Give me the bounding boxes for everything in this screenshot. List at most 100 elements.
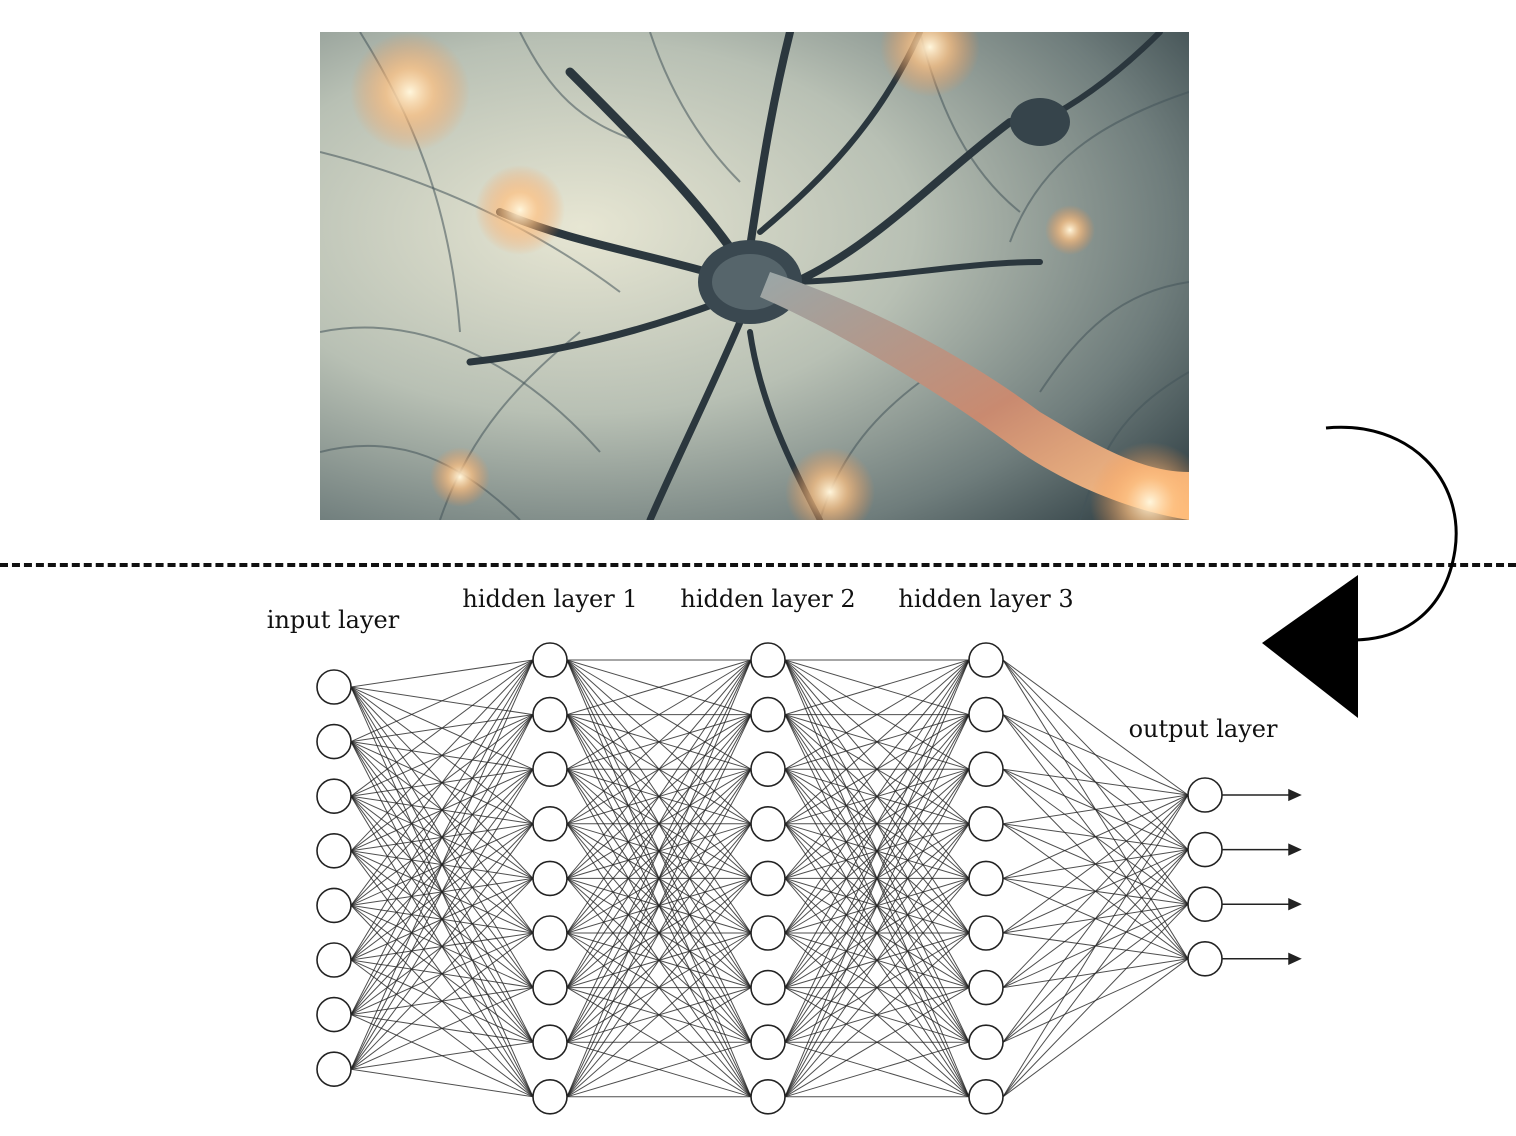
connection-line: [784, 659, 970, 879]
output-arrows: [1222, 788, 1302, 965]
connection-line: [566, 659, 752, 825]
neuron-node: [316, 723, 352, 760]
connection-line: [1002, 849, 1189, 1098]
connection-line: [784, 768, 970, 1098]
connection-line: [350, 659, 534, 797]
neuron-node: [750, 806, 786, 842]
connection-line: [566, 659, 752, 934]
neuron-node: [1187, 831, 1223, 868]
neuron-node: [316, 942, 352, 978]
connection-line: [1002, 659, 1189, 796]
connection-line: [350, 659, 534, 688]
neuron-node: [968, 1024, 1004, 1061]
connection-line: [566, 659, 752, 1043]
connection-line: [784, 987, 970, 1098]
connection-line: [784, 714, 970, 1098]
neuron-node: [750, 969, 786, 1006]
connection-line: [1002, 714, 1189, 796]
output-arrowhead: [1288, 788, 1302, 802]
neuron-node: [532, 642, 568, 678]
neuron-node: [532, 969, 568, 1006]
curved-arrow: [1262, 425, 1458, 718]
connection-line: [1002, 794, 1189, 934]
connection-line: [566, 932, 752, 1098]
connection-line: [566, 878, 752, 1098]
connection-line: [1002, 794, 1189, 825]
neuron-node: [532, 1078, 568, 1115]
dashed-divider: [0, 563, 1516, 567]
connection-line: [350, 823, 534, 1070]
output-arrowhead: [1288, 843, 1302, 856]
connection-line: [566, 659, 752, 770]
connection-line: [1002, 794, 1189, 1043]
connection-line: [350, 659, 534, 743]
neural-network-diagram: input layer hidden layer 1 hidden layer 2 h…: [267, 585, 1302, 1115]
neuron-node: [316, 832, 352, 869]
connection-line: [784, 878, 970, 1098]
neuron-node: [1187, 940, 1223, 977]
neuron-node: [968, 806, 1004, 842]
connection-line: [350, 878, 534, 1070]
connection-line: [350, 932, 534, 1070]
neuron-node: [750, 860, 786, 897]
arrowhead: [1262, 575, 1358, 718]
connection-line: [566, 659, 752, 988]
neuron-node: [316, 996, 352, 1033]
connection-line: [784, 823, 970, 1098]
neuron-node: [316, 669, 352, 705]
connection-line: [566, 659, 752, 716]
connection-line: [566, 823, 752, 1098]
neuron-node: [532, 1024, 568, 1061]
connection-line: [784, 1041, 970, 1098]
layer-label: input layer: [267, 606, 400, 634]
connection-line: [1002, 903, 1189, 1098]
neuron-node: [1187, 886, 1223, 923]
neuron-node: [968, 915, 1004, 951]
connection-line: [566, 1041, 752, 1098]
neuron-node: [532, 860, 568, 897]
neuron-node: [750, 1078, 786, 1115]
neuron-node: [750, 696, 786, 733]
neuron-node: [532, 806, 568, 842]
connection-line: [350, 659, 534, 906]
connection-line: [784, 932, 970, 1098]
neuron-node: [968, 860, 1004, 897]
connection-line: [784, 659, 970, 770]
neuron-node: [968, 969, 1004, 1006]
connection-line: [350, 659, 534, 961]
connection-line: [784, 659, 970, 1043]
neuron-node: [532, 915, 568, 951]
connection-line: [350, 768, 534, 1070]
neuron-node: [968, 696, 1004, 733]
connection-line: [784, 659, 970, 825]
connection-line: [1002, 958, 1189, 1098]
layer-label: hidden layer 2: [680, 585, 855, 613]
neuron-node: [968, 642, 1004, 678]
connection-line: [1002, 768, 1189, 796]
connection-line: [784, 659, 970, 988]
connection-line: [350, 659, 534, 1070]
connection-line: [784, 659, 970, 934]
layer-label: hidden layer 1: [462, 585, 637, 613]
connection-line: [1002, 794, 1189, 879]
connection-line: [350, 659, 534, 852]
neuron-node: [750, 642, 786, 678]
neuron-node: [968, 751, 1004, 787]
neuron-photo: [320, 32, 1189, 520]
connection-line: [1002, 794, 1189, 1098]
output-arrowhead: [1288, 952, 1302, 965]
connection-line: [566, 768, 752, 1098]
neuron-node: [750, 915, 786, 951]
connection-line: [1002, 794, 1189, 988]
connection-line: [350, 987, 534, 1070]
connection-line: [566, 987, 752, 1098]
neuron-node: [750, 751, 786, 787]
neuron-node: [968, 1078, 1004, 1115]
neuron-node: [532, 696, 568, 733]
neuron-node: [532, 751, 568, 787]
connection-line: [350, 1041, 534, 1070]
layer-labels: input layer hidden layer 1 hidden layer 2 h…: [267, 585, 1278, 743]
connection-line: [784, 659, 970, 1097]
connection-line: [350, 714, 534, 1070]
output-arrowhead: [1288, 898, 1302, 911]
